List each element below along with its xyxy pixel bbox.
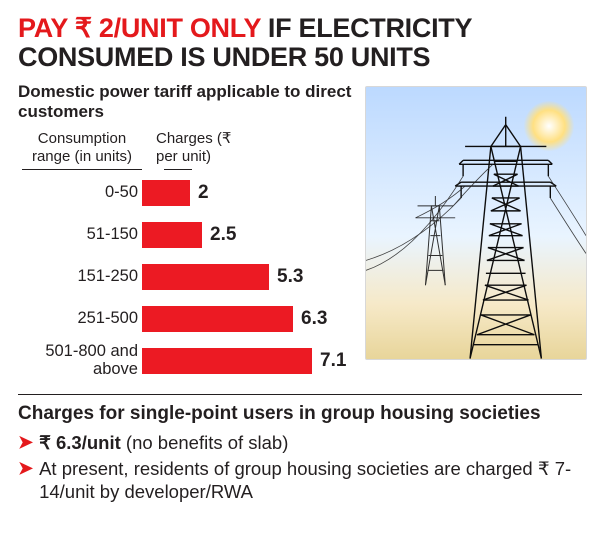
chart-column: Domestic power tariff applicable to dire… xyxy=(18,82,353,382)
bar xyxy=(142,180,190,206)
bar-value: 2.5 xyxy=(210,224,236,246)
bullet-strong: ₹ 6.3/unit xyxy=(39,432,121,453)
bar-wrap: 2 xyxy=(142,180,353,206)
column-headers: Consumption range (in units) Charges (₹ … xyxy=(18,130,353,165)
bullet-rest: (no benefits of slab) xyxy=(121,432,289,453)
bar-row: 501-800 and above 7.1 xyxy=(18,340,353,382)
chevron-icon: ➤ xyxy=(18,457,33,480)
bar-row: 0-50 2 xyxy=(18,172,353,214)
range-label: 151-250 xyxy=(18,268,142,286)
range-label: 51-150 xyxy=(18,226,142,244)
bullet-rest: At present, residents of group housing s… xyxy=(39,458,571,503)
header-rules xyxy=(18,169,353,170)
content-row: Domestic power tariff applicable to dire… xyxy=(18,82,582,382)
section-divider xyxy=(18,394,582,395)
bullet-list: ➤ ₹ 6.3/unit (no benefits of slab) ➤ At pre… xyxy=(18,431,582,504)
bar-value: 6.3 xyxy=(301,308,327,330)
bar-row: 51-150 2.5 xyxy=(18,214,353,256)
col-header-charges: Charges (₹ per unit) xyxy=(146,130,256,165)
bullet-item: ➤ At present, residents of group housing … xyxy=(18,457,582,504)
bar-wrap: 6.3 xyxy=(142,306,353,332)
col-header-range: Consumption range (in units) xyxy=(18,130,146,165)
chevron-icon: ➤ xyxy=(18,431,33,454)
range-label: 251-500 xyxy=(18,310,142,328)
bar-wrap: 5.3 xyxy=(142,264,353,290)
bullet-text: At present, residents of group housing s… xyxy=(39,457,582,504)
rule-left xyxy=(22,169,142,170)
section2-title: Charges for single-point users in group … xyxy=(18,403,582,425)
infographic-card: PAY ₹ 2/UNIT ONLY IF ELECTRICITY CONSUME… xyxy=(0,0,600,547)
bar xyxy=(142,348,312,374)
towers-svg xyxy=(366,87,586,359)
bar-row: 151-250 5.3 xyxy=(18,256,353,298)
range-label: 501-800 and above xyxy=(18,343,142,379)
bar-value: 5.3 xyxy=(277,266,303,288)
transmission-tower-image xyxy=(365,86,587,360)
bar xyxy=(142,306,293,332)
bullet-text: ₹ 6.3/unit (no benefits of slab) xyxy=(39,431,288,455)
bar xyxy=(142,222,202,248)
rule-right xyxy=(164,169,192,170)
bar-value: 7.1 xyxy=(320,350,346,372)
bar-wrap: 2.5 xyxy=(142,222,353,248)
bar xyxy=(142,264,269,290)
bar-value: 2 xyxy=(198,182,209,204)
chart-subtitle: Domestic power tariff applicable to dire… xyxy=(18,82,353,122)
bar-wrap: 7.1 xyxy=(142,348,353,374)
bar-chart: 0-50 2 51-150 2.5 151-250 5.3 251-500 6.3 501-80… xyxy=(18,172,353,382)
image-column xyxy=(365,82,587,382)
headline-highlight: PAY ₹ 2/UNIT ONLY xyxy=(18,13,261,43)
bullet-item: ➤ ₹ 6.3/unit (no benefits of slab) xyxy=(18,431,582,455)
range-label: 0-50 xyxy=(18,184,142,202)
bar-row: 251-500 6.3 xyxy=(18,298,353,340)
headline: PAY ₹ 2/UNIT ONLY IF ELECTRICITY CONSUME… xyxy=(18,14,582,72)
